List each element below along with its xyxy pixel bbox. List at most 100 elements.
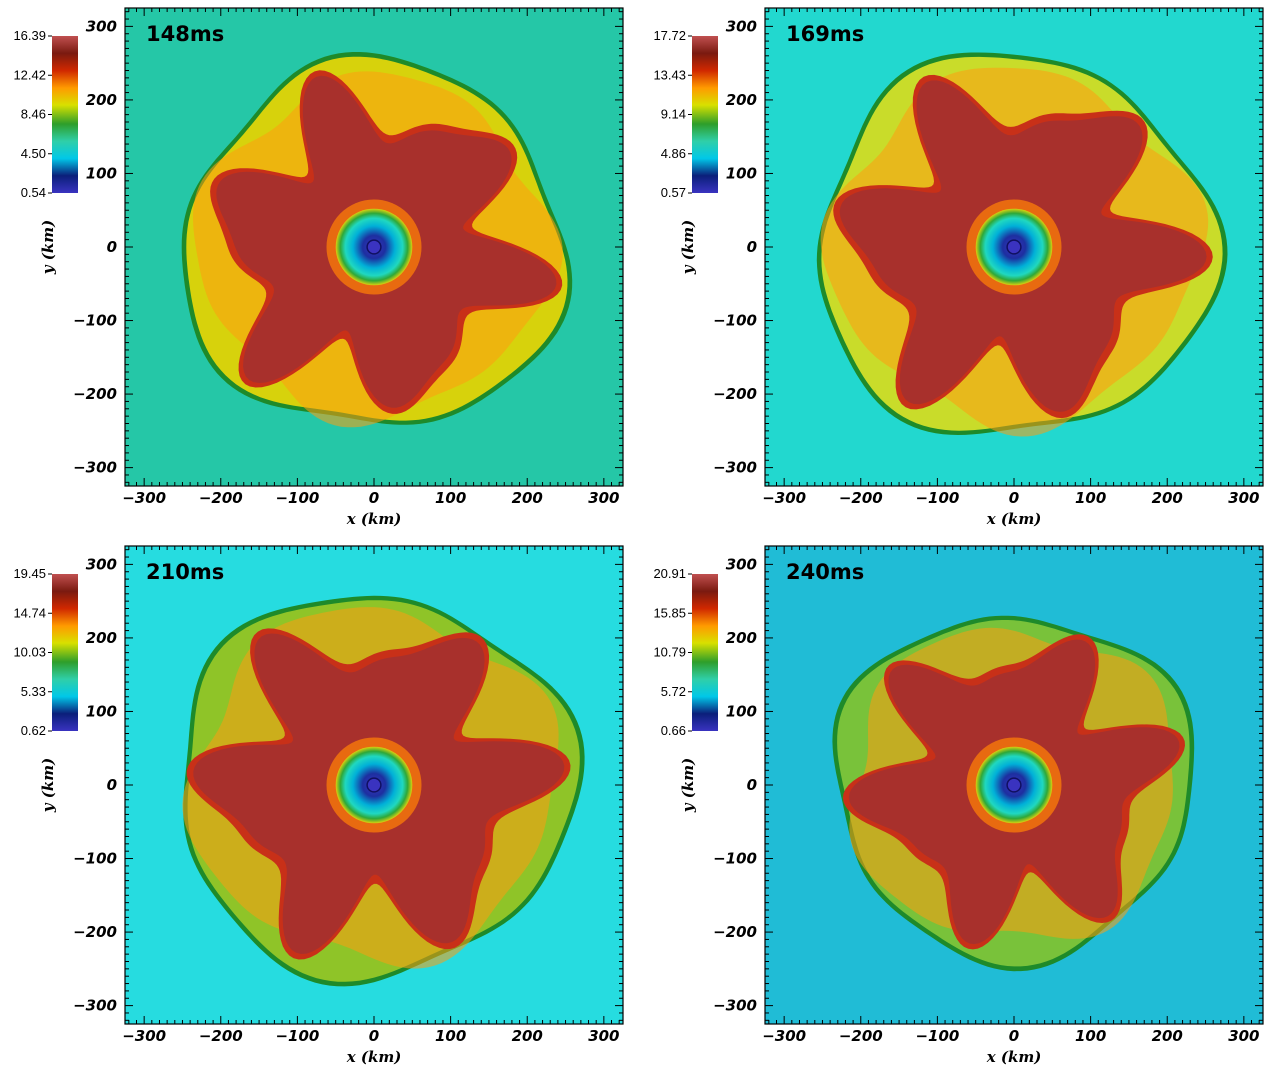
y-tick-label: −200 bbox=[73, 385, 117, 403]
y-tick-label: −200 bbox=[713, 385, 757, 403]
y-tick-label: 100 bbox=[726, 164, 757, 182]
colorbar-label: 0.54 bbox=[21, 185, 46, 200]
y-tick-label: 200 bbox=[726, 629, 757, 647]
colorbar bbox=[52, 36, 78, 193]
x-axis-title: x (km) bbox=[986, 1048, 1042, 1066]
x-tick-label: 200 bbox=[512, 489, 543, 507]
x-tick-label: 200 bbox=[1152, 1027, 1183, 1045]
colorbar-label: 5.72 bbox=[661, 684, 686, 699]
x-tick-label: 0 bbox=[1009, 489, 1019, 507]
time-label: 240ms bbox=[786, 560, 864, 584]
panel-svg: −300 −300 −200 −200 −100 −100 0 0 100 100 200 200 30… bbox=[653, 545, 1264, 1066]
x-tick-label: 0 bbox=[369, 1027, 379, 1045]
axis-ticks bbox=[125, 8, 623, 486]
y-axis-title: y (km) bbox=[679, 220, 697, 275]
colorbar bbox=[52, 574, 78, 731]
x-tick-label: −300 bbox=[762, 489, 806, 507]
central-core bbox=[366, 239, 382, 255]
y-tick-label: 300 bbox=[86, 17, 117, 35]
colorbar-label: 4.86 bbox=[661, 146, 686, 161]
axis-ticks bbox=[765, 8, 1263, 486]
y-tick-label: 100 bbox=[86, 164, 117, 182]
colorbar-label: 13.43 bbox=[653, 67, 686, 82]
x-tick-label: −100 bbox=[275, 1027, 319, 1045]
y-tick-label: −100 bbox=[73, 312, 117, 330]
colorbar-label: 17.72 bbox=[653, 28, 686, 43]
y-axis-title: y (km) bbox=[679, 758, 697, 813]
x-tick-label: −100 bbox=[915, 489, 959, 507]
x-tick-label: −200 bbox=[199, 489, 243, 507]
colorbar-label: 12.42 bbox=[13, 67, 46, 82]
simulation-image bbox=[125, 8, 623, 486]
y-tick-label: −200 bbox=[73, 923, 117, 941]
central-core bbox=[1006, 777, 1022, 793]
x-tick-label: 0 bbox=[369, 489, 379, 507]
colorbar-label: 15.85 bbox=[653, 605, 686, 620]
colorbar-label: 10.03 bbox=[13, 645, 46, 660]
panel-148ms: −300 −300 −200 −200 −100 −100 0 0 100 100 200 200 30… bbox=[0, 0, 637, 535]
x-tick-label: 100 bbox=[1075, 489, 1106, 507]
x-tick-label: −200 bbox=[199, 1027, 243, 1045]
panel-240ms: −300 −300 −200 −200 −100 −100 0 0 100 100 200 200 30… bbox=[640, 538, 1274, 1073]
axis-ticks bbox=[125, 546, 623, 1024]
x-tick-label: 100 bbox=[435, 489, 466, 507]
x-tick-label: −100 bbox=[915, 1027, 959, 1045]
colorbar bbox=[692, 574, 718, 731]
y-tick-label: −300 bbox=[713, 997, 757, 1015]
x-tick-label: −300 bbox=[762, 1027, 806, 1045]
colorbar-label: 4.50 bbox=[21, 146, 46, 161]
simulation-image bbox=[765, 546, 1263, 1024]
x-tick-label: −200 bbox=[839, 489, 883, 507]
colorbar-label: 0.57 bbox=[661, 185, 686, 200]
y-axis-title: y (km) bbox=[39, 758, 57, 813]
y-axis-title: y (km) bbox=[39, 220, 57, 275]
colorbar-label: 9.14 bbox=[661, 107, 686, 122]
x-tick-label: −300 bbox=[122, 489, 166, 507]
panel-169ms: −300 −300 −200 −200 −100 −100 0 0 100 100 200 200 30… bbox=[640, 0, 1274, 535]
central-core bbox=[366, 777, 382, 793]
panel-svg: −300 −300 −200 −200 −100 −100 0 0 100 100 200 200 30… bbox=[13, 545, 624, 1066]
y-tick-label: −100 bbox=[73, 850, 117, 868]
colorbar-label: 14.74 bbox=[13, 605, 46, 620]
x-axis-title: x (km) bbox=[346, 1048, 402, 1066]
y-tick-label: 200 bbox=[726, 91, 757, 109]
y-tick-label: −300 bbox=[713, 459, 757, 477]
colorbar-label: 10.79 bbox=[653, 645, 686, 660]
x-tick-label: 300 bbox=[1228, 489, 1259, 507]
y-tick-label: −100 bbox=[713, 312, 757, 330]
y-tick-label: 0 bbox=[747, 238, 757, 256]
colorbar-label: 20.91 bbox=[653, 566, 686, 581]
colorbar-label: 19.45 bbox=[13, 566, 46, 581]
y-tick-label: 300 bbox=[726, 555, 757, 573]
panel-svg: −300 −300 −200 −200 −100 −100 0 0 100 100 200 200 30… bbox=[13, 7, 624, 528]
y-tick-label: 0 bbox=[107, 776, 117, 794]
panel-210ms: −300 −300 −200 −200 −100 −100 0 0 100 100 200 200 30… bbox=[0, 538, 637, 1073]
x-tick-label: 300 bbox=[588, 1027, 619, 1045]
x-tick-label: 300 bbox=[1228, 1027, 1259, 1045]
y-tick-label: 200 bbox=[86, 91, 117, 109]
colorbar bbox=[692, 36, 718, 193]
x-tick-label: 300 bbox=[588, 489, 619, 507]
y-tick-label: −100 bbox=[713, 850, 757, 868]
y-tick-label: 300 bbox=[726, 17, 757, 35]
colorbar-label: 0.66 bbox=[661, 723, 686, 738]
y-tick-label: −300 bbox=[73, 997, 117, 1015]
y-tick-label: 100 bbox=[86, 702, 117, 720]
x-tick-label: 100 bbox=[1075, 1027, 1106, 1045]
colorbar-label: 16.39 bbox=[13, 28, 46, 43]
time-label: 169ms bbox=[786, 22, 864, 46]
x-tick-label: −300 bbox=[122, 1027, 166, 1045]
x-tick-label: 100 bbox=[435, 1027, 466, 1045]
y-tick-label: 300 bbox=[86, 555, 117, 573]
y-tick-label: 0 bbox=[747, 776, 757, 794]
colorbar-label: 8.46 bbox=[21, 107, 46, 122]
simulation-image bbox=[125, 546, 623, 1024]
axis-ticks bbox=[765, 546, 1263, 1024]
simulation-image bbox=[765, 8, 1263, 486]
central-core bbox=[1006, 239, 1022, 255]
x-axis-title: x (km) bbox=[346, 510, 402, 528]
colorbar-label: 5.33 bbox=[21, 684, 46, 699]
y-tick-label: 0 bbox=[107, 238, 117, 256]
y-tick-label: 100 bbox=[726, 702, 757, 720]
colorbar-label: 0.62 bbox=[21, 723, 46, 738]
